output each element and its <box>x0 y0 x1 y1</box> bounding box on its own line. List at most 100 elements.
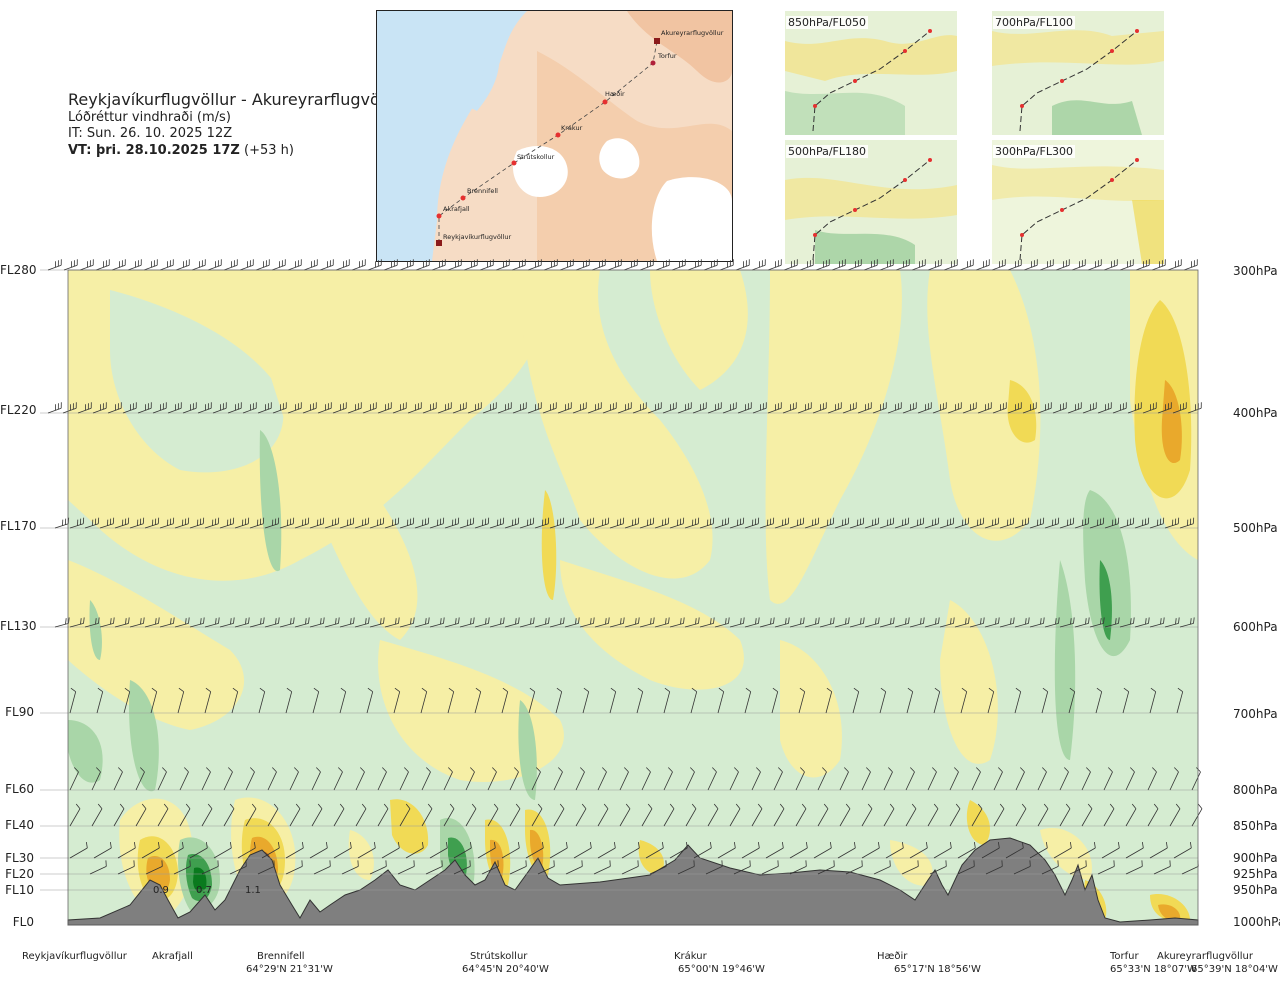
wind-barb-staff <box>957 847 976 859</box>
wind-barb-staff <box>512 407 527 414</box>
wind-barb-tick <box>1152 767 1157 773</box>
wind-barb-tick <box>686 842 688 849</box>
wind-barb-staff <box>579 523 594 529</box>
wind-barb-tick <box>1177 687 1183 693</box>
wind-barb-staff <box>707 808 719 827</box>
wind-barb-staff <box>479 264 494 271</box>
wind-barb-staff <box>495 264 510 271</box>
wind-barb-staff <box>383 264 398 271</box>
wind-barb-staff <box>795 771 805 791</box>
wind-barb-tick <box>380 618 382 625</box>
wind-barb-staff <box>257 866 275 875</box>
wind-barb-staff <box>287 264 302 271</box>
wind-barb-tick <box>233 617 235 624</box>
hpa-label: 925hPa <box>1233 867 1278 881</box>
wind-barb-staff <box>609 623 624 628</box>
wind-barb-tick <box>718 687 724 693</box>
wind-barb-staff <box>845 866 863 875</box>
wind-barb-staff <box>271 264 286 271</box>
wind-barb-staff <box>107 407 122 414</box>
wind-barb-tick <box>207 803 213 809</box>
wind-barb-staff <box>177 691 185 714</box>
issue-time: IT: Sun. 26. 10. 2025 12Z <box>68 126 233 141</box>
wind-barb-tick <box>578 617 580 624</box>
wind-barb-staff <box>362 407 377 414</box>
hpa-label: 900hPa <box>1233 851 1278 865</box>
wind-barb-staff <box>1059 523 1074 529</box>
wind-barb-staff <box>639 623 654 628</box>
route-point-name: Hæðir <box>877 951 908 962</box>
route-map-svg: Akureyrarflugvöllur Torfur Hæðir Krákur … <box>377 11 732 261</box>
wind-barb-staff <box>879 264 894 271</box>
fl-label: FL280 <box>0 263 37 277</box>
wind-barb-staff <box>91 771 101 791</box>
route-point-coord: 65°17'N 18°56'W <box>894 964 981 975</box>
wind-barb-staff <box>504 623 519 628</box>
wind-barb-tick <box>353 617 355 624</box>
wind-barb-tick <box>695 618 697 625</box>
wind-barb-tick <box>890 618 892 625</box>
map-station-label: Reykjavíkurflugvöllur <box>443 233 512 241</box>
wind-barb-staff <box>113 808 125 827</box>
wind-barb-tick <box>853 687 859 693</box>
route-point-name: Brennifell <box>257 951 305 962</box>
wind-barb-tick <box>1065 803 1071 809</box>
wind-barb-staff <box>1149 847 1168 859</box>
wind-barb-staff <box>69 623 84 628</box>
wind-barb-tick <box>308 617 310 624</box>
wind-barb-staff <box>861 847 880 859</box>
wind-barb-staff <box>405 847 424 859</box>
wind-barb-staff <box>703 264 718 271</box>
wind-barb-staff <box>429 623 444 628</box>
wind-barb-staff <box>245 771 255 791</box>
wind-barb-tick <box>365 618 367 625</box>
wind-barb-staff <box>883 808 895 827</box>
wind-barb-staff <box>609 691 617 714</box>
wind-barb-staff <box>654 523 669 529</box>
wind-barb-tick <box>983 617 985 624</box>
wind-barb-staff <box>453 866 471 875</box>
wind-barb-staff <box>452 407 467 414</box>
wind-barb-staff <box>1173 847 1192 859</box>
wind-barb-staff <box>839 771 849 791</box>
wind-barb-staff <box>1187 407 1202 414</box>
wind-barb-staff <box>357 847 376 859</box>
wind-barb-tick <box>361 803 367 809</box>
wind-barb-staff <box>1142 407 1157 414</box>
wind-barb-staff <box>459 523 474 529</box>
wind-barb-tick <box>1160 618 1162 625</box>
wind-barb-staff <box>1169 808 1181 827</box>
wind-barb-staff <box>1059 808 1071 827</box>
wind-barb-staff <box>137 407 152 414</box>
wind-barb-staff <box>872 407 887 414</box>
wind-barb-tick <box>360 767 365 773</box>
wind-barb-tick <box>880 687 886 693</box>
wind-barb-tick <box>173 617 175 624</box>
wind-barb-staff <box>1014 623 1029 628</box>
inset-label: 700hPa/FL100 <box>993 16 1076 29</box>
wind-barb-tick <box>206 842 208 849</box>
wind-barb-staff <box>179 808 191 827</box>
wind-barb-staff <box>575 771 585 791</box>
wind-barb-tick <box>757 803 763 809</box>
wind-barb-tick <box>1118 617 1120 624</box>
wind-barb-staff <box>324 623 339 628</box>
wind-barb-staff <box>351 264 366 271</box>
wind-barb-staff <box>489 623 504 628</box>
wind-barb-tick <box>273 803 279 809</box>
wind-barb-staff <box>924 523 939 529</box>
wind-barb-tick <box>1115 618 1117 625</box>
wind-barb-tick <box>1175 618 1177 625</box>
wind-barb-staff <box>249 623 264 628</box>
wind-barb-staff <box>699 623 714 628</box>
route-point-coord: 64°45'N 20°40'W <box>462 964 549 975</box>
wind-barb-tick <box>421 687 427 693</box>
wind-barb-tick <box>758 617 760 624</box>
wind-barb-staff <box>474 623 489 628</box>
wind-barb-tick <box>232 687 238 693</box>
wind-barb-staff <box>534 523 549 529</box>
wind-barb-tick <box>624 767 629 773</box>
wind-barb-tick <box>295 803 301 809</box>
wind-barb-staff <box>285 691 293 714</box>
wind-barb-staff <box>191 264 206 271</box>
